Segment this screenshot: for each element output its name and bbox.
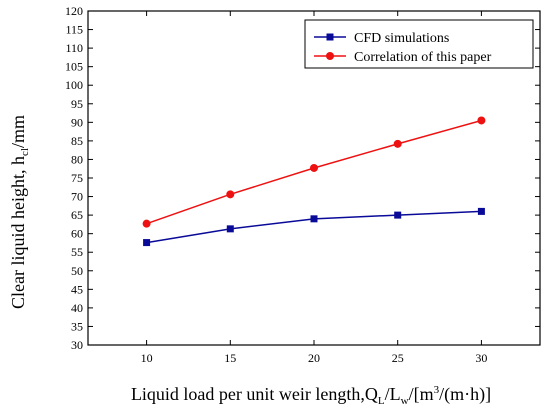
data-point-circle bbox=[226, 190, 235, 199]
y-tick-label: 75 bbox=[71, 171, 83, 185]
y-axis-title-main: Clear liquid height, h bbox=[8, 156, 28, 309]
legend: CFD simulations Correlation of this pape… bbox=[304, 19, 534, 69]
data-point-circle bbox=[142, 219, 151, 228]
data-point-circle bbox=[310, 163, 318, 172]
plot-frame bbox=[87, 10, 541, 346]
y-tick-label: 120 bbox=[65, 4, 83, 18]
data-point-square bbox=[394, 211, 402, 219]
x-tick-label: 20 bbox=[308, 351, 320, 365]
x-axis-title-main: Liquid load per unit weir length,Q bbox=[131, 384, 378, 404]
y-axis-title-sub: cl bbox=[19, 148, 31, 156]
data-point-circle bbox=[477, 116, 486, 125]
y-tick-label: 100 bbox=[65, 78, 83, 92]
y-tick-label: 50 bbox=[71, 264, 83, 278]
y-tick-label: 65 bbox=[71, 208, 83, 222]
legend-box bbox=[304, 19, 534, 69]
legend-label-cfd: CFD simulations bbox=[354, 31, 449, 46]
y-tick-label: 115 bbox=[65, 23, 83, 37]
x-axis-title-sub2: w bbox=[401, 395, 409, 407]
series-layer bbox=[142, 116, 486, 247]
x-tick-label: 25 bbox=[392, 351, 404, 365]
y-axis-title: Clear liquid height, hcl/mm bbox=[8, 115, 31, 309]
x-tick-label: 10 bbox=[141, 351, 153, 365]
x-axis-title-sup: 3 bbox=[434, 384, 440, 396]
y-tick-label: 110 bbox=[65, 41, 83, 55]
data-point-square bbox=[226, 225, 234, 233]
x-axis-title-mid: /L bbox=[385, 384, 401, 404]
legend-marker-correlation bbox=[326, 52, 334, 60]
data-point-square bbox=[477, 207, 485, 215]
x-axis-title-sub1: L bbox=[378, 395, 385, 407]
y-tick-label: 45 bbox=[71, 282, 83, 296]
y-tick-label: 60 bbox=[71, 227, 83, 241]
y-tick-label: 105 bbox=[65, 60, 83, 74]
y-tick-label: 30 bbox=[71, 338, 83, 352]
y-tick-label: 90 bbox=[71, 115, 83, 129]
data-point-square bbox=[143, 239, 151, 247]
legend-marker-cfd bbox=[326, 33, 334, 41]
x-tick-label: 30 bbox=[475, 351, 487, 365]
y-tick-label: 70 bbox=[71, 190, 83, 204]
y-axis-ticks: 30 35 40 45 50 55 60 65 70 75 80 85 90 95 100 105 110 115… bbox=[65, 4, 540, 352]
y-tick-label: 95 bbox=[71, 97, 83, 111]
y-axis-title-unit: /mm bbox=[8, 115, 28, 148]
y-tick-label: 85 bbox=[71, 134, 83, 148]
y-tick-label: 80 bbox=[71, 152, 83, 166]
legend-label-correlation: Correlation of this paper bbox=[354, 50, 492, 65]
x-axis-title-unit-b: /(m·h)] bbox=[439, 384, 491, 405]
x-axis-title: Liquid load per unit weir length,QL/Lw/[… bbox=[131, 384, 491, 407]
x-tick-label: 15 bbox=[224, 351, 236, 365]
data-point-circle bbox=[393, 139, 402, 148]
data-point-square bbox=[310, 215, 318, 223]
x-axis-title-unit-a: /[m bbox=[409, 384, 434, 404]
x-axis-ticks: 10 15 20 25 30 bbox=[141, 11, 487, 365]
y-tick-label: 35 bbox=[71, 319, 83, 333]
y-tick-label: 40 bbox=[71, 301, 83, 315]
y-tick-label: 55 bbox=[71, 245, 83, 259]
